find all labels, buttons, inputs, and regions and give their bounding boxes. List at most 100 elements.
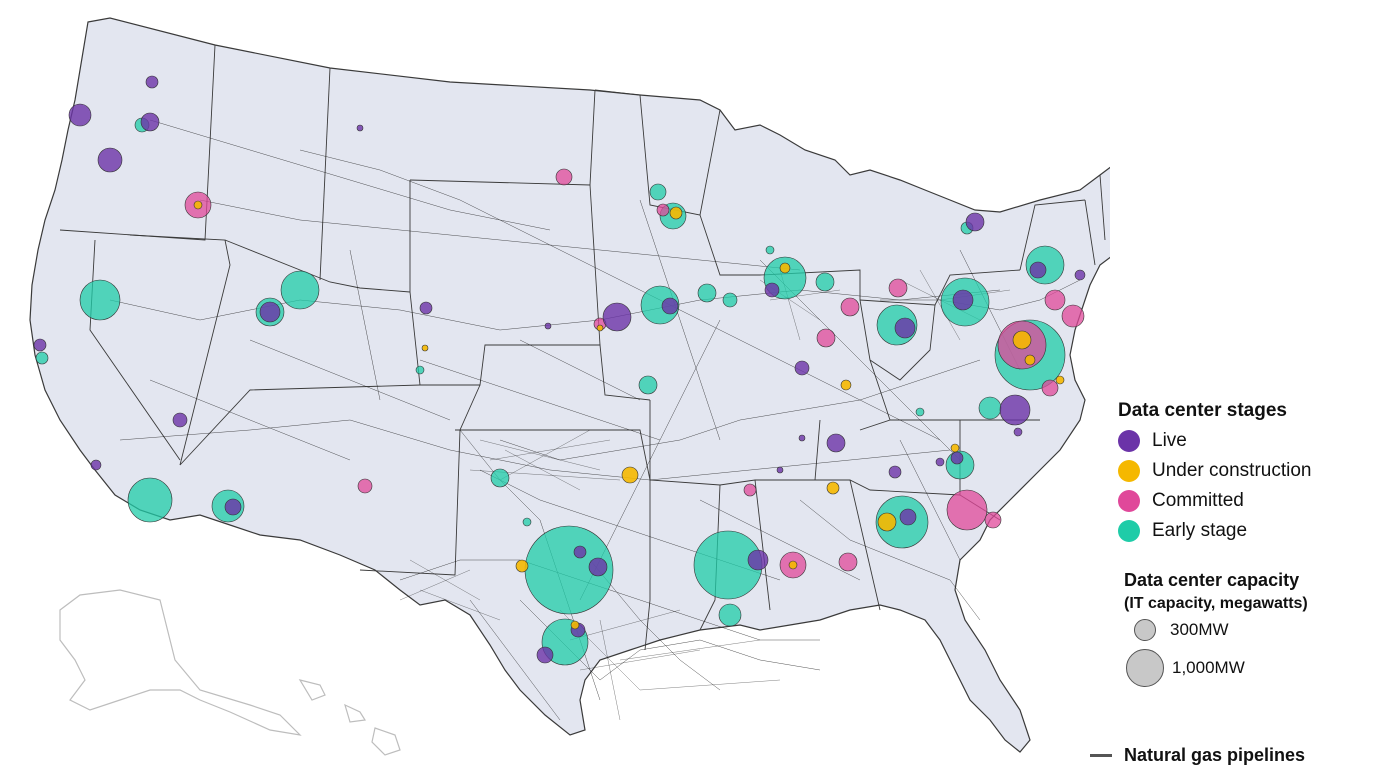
dc-marker bbox=[788, 560, 798, 570]
dc-marker bbox=[1061, 304, 1085, 328]
dc-marker bbox=[1012, 330, 1032, 350]
dc-marker bbox=[950, 443, 960, 453]
legend-label: Committed bbox=[1152, 490, 1244, 511]
dc-marker bbox=[764, 282, 780, 298]
committed-swatch bbox=[1118, 490, 1140, 512]
dc-marker bbox=[415, 365, 425, 375]
legend-label: Live bbox=[1152, 430, 1187, 451]
capacity-legend-title: Data center capacity bbox=[1124, 570, 1300, 590]
capacity-label: 300MW bbox=[1170, 620, 1229, 639]
stages-legend-title: Data center stages bbox=[1118, 400, 1287, 421]
dc-marker bbox=[573, 545, 587, 559]
dc-marker bbox=[978, 396, 1002, 420]
dc-marker bbox=[1024, 354, 1036, 366]
dc-marker bbox=[588, 557, 608, 577]
capacity-item-1000: 1,000MW bbox=[1118, 649, 1380, 687]
dc-marker bbox=[794, 360, 810, 376]
under-construction-swatch bbox=[1118, 460, 1140, 482]
capacity-legend-subtitle: (IT capacity, megawatts) bbox=[1124, 595, 1308, 612]
dc-marker bbox=[915, 407, 925, 417]
dc-marker bbox=[697, 283, 717, 303]
dc-marker bbox=[950, 451, 964, 465]
dc-marker bbox=[421, 344, 429, 352]
dc-marker bbox=[145, 75, 159, 89]
dc-marker bbox=[840, 379, 852, 391]
capacity-item-300: 300MW bbox=[1118, 619, 1380, 641]
dc-marker bbox=[596, 324, 604, 332]
dc-marker bbox=[877, 512, 897, 532]
data-centers bbox=[33, 75, 1086, 666]
dc-marker bbox=[1041, 379, 1059, 397]
dc-marker bbox=[661, 297, 679, 315]
dc-marker bbox=[536, 646, 554, 664]
dc-marker bbox=[570, 620, 580, 630]
dc-marker bbox=[356, 124, 364, 132]
us-land bbox=[29, 17, 1110, 753]
us-map bbox=[29, 17, 1110, 756]
dc-marker bbox=[68, 103, 92, 127]
early-stage-swatch bbox=[1118, 520, 1140, 542]
dc-marker bbox=[259, 301, 281, 323]
capacity-300-swatch bbox=[1134, 619, 1156, 641]
dc-marker bbox=[640, 285, 680, 325]
dc-marker bbox=[172, 412, 188, 428]
dc-marker bbox=[1074, 269, 1086, 281]
legend-item-pipelines: Natural gas pipelines bbox=[1090, 745, 1305, 766]
dc-marker bbox=[946, 489, 988, 531]
dc-marker bbox=[1055, 375, 1065, 385]
dc-marker bbox=[522, 517, 532, 527]
live-markers bbox=[33, 75, 1086, 664]
dc-marker bbox=[602, 302, 632, 332]
legend-item-live: Live bbox=[1118, 426, 1380, 456]
dc-marker bbox=[984, 511, 1002, 529]
dc-marker bbox=[90, 459, 102, 471]
pipeline-swatch bbox=[1090, 754, 1112, 757]
dc-marker bbox=[35, 351, 49, 365]
dc-marker bbox=[826, 433, 846, 453]
under-construction-markers bbox=[193, 200, 1065, 630]
dc-marker bbox=[419, 301, 433, 315]
dc-marker bbox=[357, 478, 373, 494]
capacity-label: 1,000MW bbox=[1172, 658, 1245, 677]
map-legend: Data center stages Live Under constructi… bbox=[1090, 400, 1380, 765]
dc-marker bbox=[722, 292, 738, 308]
dc-marker bbox=[779, 262, 791, 274]
dc-marker bbox=[718, 603, 742, 627]
dc-marker bbox=[935, 457, 945, 467]
dc-marker bbox=[888, 278, 908, 298]
dc-marker bbox=[743, 483, 757, 497]
dc-marker bbox=[840, 297, 860, 317]
legend-item-committed: Committed bbox=[1118, 486, 1380, 516]
dc-marker bbox=[656, 203, 670, 217]
dc-marker bbox=[1013, 427, 1023, 437]
dc-marker bbox=[140, 112, 160, 132]
pipelines bbox=[109, 119, 1081, 721]
pipeline-label: Natural gas pipelines bbox=[1124, 745, 1306, 765]
dc-marker bbox=[621, 466, 639, 484]
dc-marker bbox=[97, 147, 123, 173]
dc-marker bbox=[280, 270, 320, 310]
dc-marker bbox=[127, 477, 173, 523]
dc-marker bbox=[999, 394, 1031, 426]
dc-marker bbox=[638, 375, 658, 395]
dc-marker bbox=[894, 317, 916, 339]
dc-marker bbox=[79, 279, 121, 321]
dc-marker bbox=[515, 559, 529, 573]
dc-marker bbox=[33, 338, 47, 352]
live-swatch bbox=[1118, 430, 1140, 452]
legend-item-early-stage: Early stage bbox=[1118, 516, 1380, 546]
dc-marker bbox=[544, 322, 552, 330]
dc-marker bbox=[747, 549, 769, 571]
dc-marker bbox=[193, 200, 203, 210]
dc-marker bbox=[798, 434, 806, 442]
capacity-1000-swatch bbox=[1126, 649, 1164, 687]
legend-label: Early stage bbox=[1152, 520, 1248, 541]
dc-marker bbox=[965, 212, 985, 232]
dc-marker bbox=[1044, 289, 1066, 311]
dc-marker bbox=[649, 183, 667, 201]
dc-marker bbox=[815, 272, 835, 292]
dc-marker bbox=[899, 508, 917, 526]
dc-marker bbox=[776, 466, 784, 474]
state-boundaries bbox=[59, 44, 1106, 651]
alaska-hawaii-outlines bbox=[59, 589, 401, 756]
